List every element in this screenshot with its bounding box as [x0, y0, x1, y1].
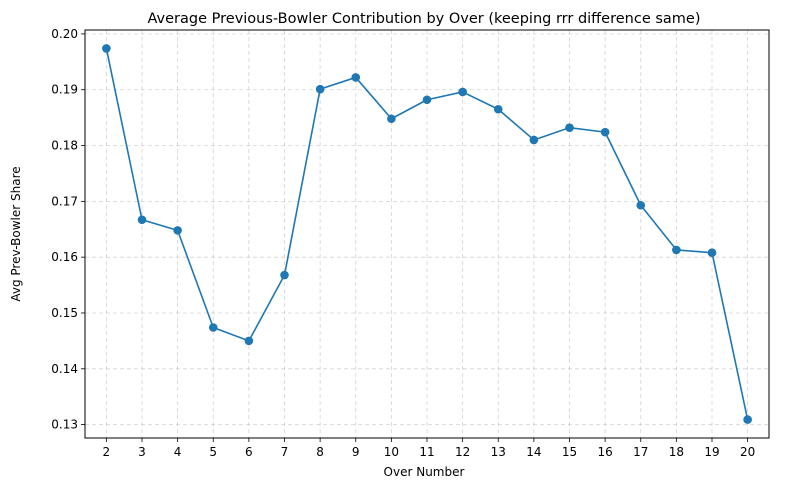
y-axis-ticks: 0.13 0.14 0.15 0.16 0.17 0.18 0.19 0.20: [51, 27, 85, 432]
y-tick-label: 0.19: [51, 83, 78, 97]
x-tick-label: 14: [526, 445, 541, 459]
x-tick-label: 9: [352, 445, 360, 459]
data-point: [208, 323, 218, 332]
data-point: [173, 226, 182, 235]
data-point: [387, 114, 396, 124]
x-tick-label: 4: [174, 445, 182, 459]
x-tick-label: 18: [669, 445, 684, 459]
data-point: [422, 95, 432, 105]
x-tick-label: 5: [209, 445, 217, 459]
data-point: [315, 84, 325, 94]
x-tick-label: 2: [103, 445, 111, 459]
data-point: [672, 245, 681, 255]
x-tick-label: 3: [138, 445, 146, 459]
x-tick-label: 19: [704, 445, 719, 459]
data-point: [280, 270, 289, 280]
x-tick-label: 7: [281, 445, 289, 459]
x-tick-label: 15: [562, 445, 577, 459]
y-tick-label: 0.17: [51, 194, 78, 208]
x-tick-label: 6: [245, 445, 253, 459]
y-tick-label: 0.13: [51, 418, 78, 432]
x-tick-label: 20: [740, 445, 755, 459]
data-point: [137, 215, 147, 225]
data-point: [707, 248, 717, 257]
y-tick-label: 0.20: [51, 27, 78, 41]
x-tick-label: 11: [419, 445, 434, 459]
x-tick-label: 8: [316, 445, 324, 459]
x-tick-label: 16: [597, 445, 612, 459]
data-point: [244, 336, 254, 346]
x-tick-label: 13: [491, 445, 506, 459]
data-point: [529, 135, 539, 145]
x-tick-label: 10: [384, 445, 399, 459]
y-tick-label: 0.14: [51, 362, 78, 376]
x-axis-ticks: 2 3 4 5 6 7 8 9 10 11 12 13 14 15 16 17 18 19 20: [103, 438, 755, 459]
y-tick-label: 0.16: [51, 250, 78, 264]
chart-title: Average Previous-Bowler Contribution by …: [147, 11, 700, 27]
data-points: [102, 44, 752, 424]
y-axis-label: Avg Prev-Bowler Share: [9, 166, 23, 301]
data-point: [493, 104, 503, 114]
x-tick-label: 12: [455, 445, 470, 459]
y-tick-label: 0.15: [51, 306, 78, 320]
grid-lines: [85, 30, 769, 438]
data-point: [458, 87, 467, 97]
data-point: [351, 73, 361, 82]
data-point: [636, 200, 646, 210]
data-point: [102, 44, 111, 53]
data-point: [565, 123, 574, 132]
data-point: [743, 415, 752, 424]
x-tick-label: 17: [633, 445, 648, 459]
data-point: [600, 127, 610, 137]
x-axis-label: Over Number: [384, 465, 465, 479]
y-tick-label: 0.18: [51, 139, 78, 153]
